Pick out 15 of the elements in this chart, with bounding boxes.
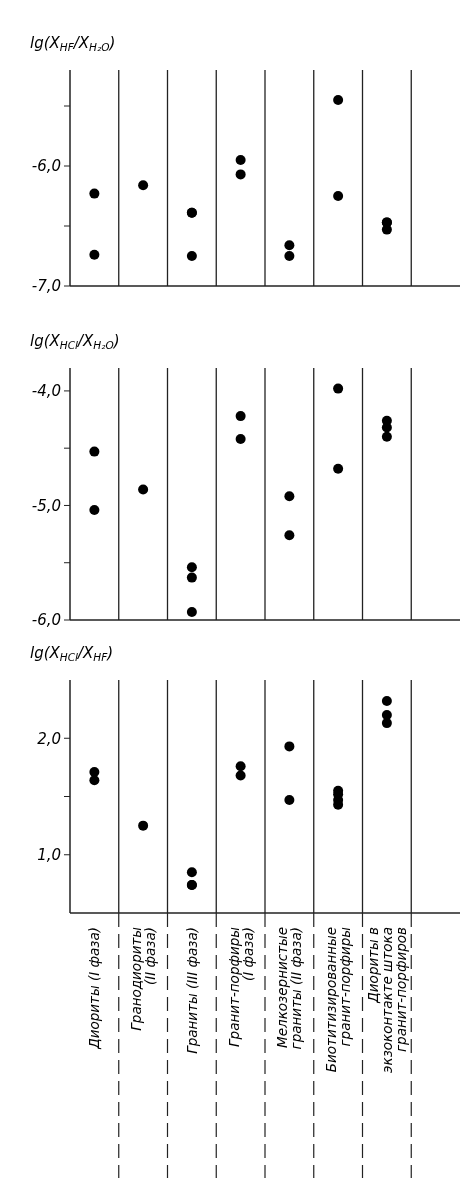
y-tick-label: 2,0: [37, 729, 61, 748]
y-tick-label: 1,0: [37, 846, 61, 864]
y-tick-label: -7,0: [31, 277, 61, 296]
y-tick-label: -4,0: [31, 382, 61, 401]
y-axis-title: lg(X$_{HF}$/X$_{H₂O}$): [30, 34, 116, 53]
x-tick-label: Гранит-порфиры (I фаза): [225, 926, 256, 1047]
y-axis-title: lg(X$_{HCl}$/X$_{H₂O}$): [30, 332, 120, 351]
x-tick-label: Граниты (III фаза): [183, 927, 200, 1054]
x-tick-label: Мелкозернистые граниты (II фаза): [274, 927, 305, 1050]
x-tick-label: Гранодиориты (II фаза): [128, 926, 159, 1031]
x-tick-label: Диориты (I фаза): [86, 927, 103, 1050]
y-tick-label: -5,0: [31, 496, 61, 515]
y-tick-label: -6,0: [31, 611, 61, 630]
y-axis-title: lg(X$_{HCl}$/X$_{HF}$): [30, 644, 114, 663]
y-tick-label: -6,0: [31, 157, 61, 176]
